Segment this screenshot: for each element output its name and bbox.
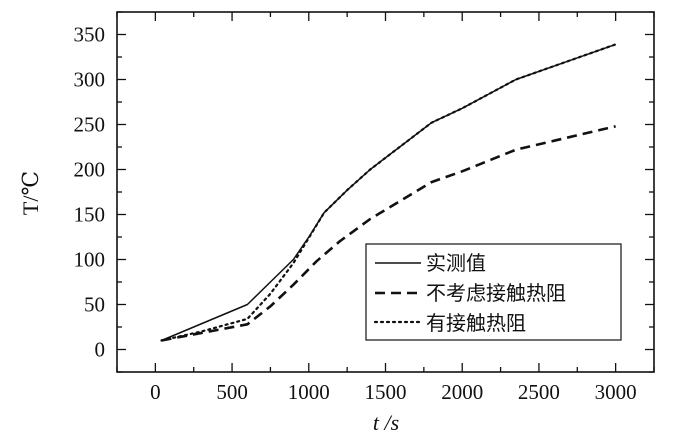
y-axis-label: T/℃ [18,171,43,215]
legend-label-with-contact-resistance: 有接触热阻 [426,311,526,335]
series-line-2 [160,43,617,342]
x-tick-labels: 0 500 1000 1500 2000 2500 3000 [150,380,637,404]
series-line-1 [161,125,616,342]
y-tick-label: 150 [74,203,106,227]
x-tick-label: 2000 [441,380,483,404]
major-ticks [117,12,654,372]
y-tick-label: 50 [84,293,105,317]
legend-label-measured: 实测值 [426,251,486,275]
y-tick-label: 200 [74,158,106,182]
x-tick-label: 0 [150,380,161,404]
y-tick-labels: 0 50 100 150 200 250 300 350 [74,23,106,362]
y-tick-label: 0 [95,338,106,362]
legend: 实测值 不考虑接触热阻 有接触热阻 [365,243,622,341]
y-tick-label: 300 [74,68,106,92]
x-tick-label: 1500 [365,380,407,404]
legend-label-no-contact-resistance: 不考虑接触热阻 [426,281,566,305]
series-lines [160,43,617,342]
x-tick-label: 1000 [288,380,330,404]
x-tick-label: 500 [216,380,248,404]
y-tick-label: 100 [74,248,106,272]
y-tick-label: 250 [74,113,106,137]
plot-frame [116,11,655,373]
x-tick-label: 3000 [595,380,637,404]
x-tick-label: 2500 [518,380,560,404]
x-axis-label: t /s [373,410,399,433]
y-tick-label: 350 [74,23,106,47]
